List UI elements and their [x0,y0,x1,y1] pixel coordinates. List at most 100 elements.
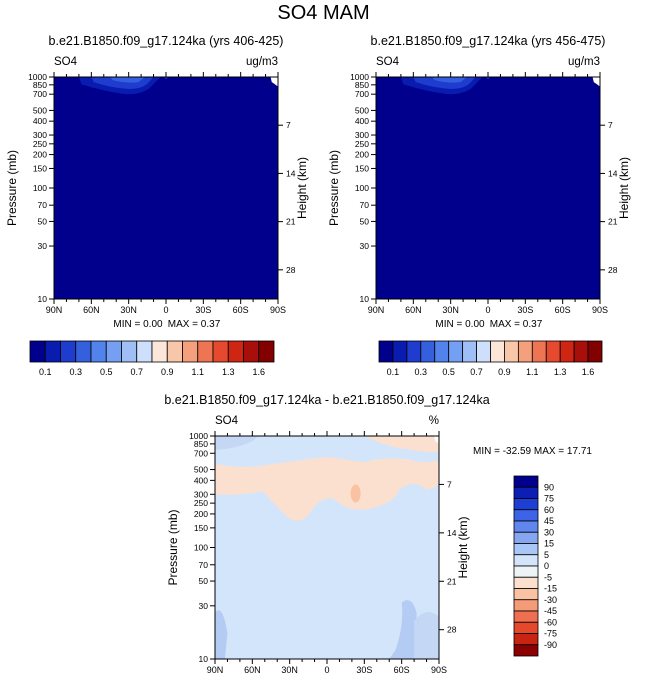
colorbar-swatch [166,340,183,363]
y-right-tick-label: 21 [447,576,457,586]
colorbar-swatch [545,340,561,363]
x-tick-label: 0 [485,305,490,315]
panel-variable-label: SO4 [54,56,78,68]
min-max-label: MIN = -32.59 MAX = 17.71 [473,446,592,457]
colorbar-label: -15 [544,584,557,594]
y-tick-label: 300 [33,130,47,140]
chart-panel-panel-left: b.e21.B1850.f09_g17.124ka (yrs 406-425) S… [5,34,309,330]
y-tick-label: 150 [33,163,47,173]
field-background [376,77,600,299]
y-tick-label: 700 [355,89,369,99]
x-tick-label: 60N [83,305,100,315]
colorbar-swatch [243,340,260,363]
colorbar-label: 1.1 [526,367,539,377]
y-tick-label: 1000 [189,431,208,441]
upper-negative-south [389,600,417,659]
x-tick-label: 30N [442,305,459,315]
y-right-tick-label: 21 [608,217,618,227]
y-tick-label: 70 [199,560,209,570]
upper-negative-edge [414,612,439,659]
colorbar-label: 1.3 [222,367,235,377]
colorbar-swatch [378,340,394,363]
colorbar-left: 0.1 0.3 0.5 0.7 0.9 1.1 1.3 1.6 [29,340,275,377]
y-tick-label: 700 [194,448,208,458]
y-tick-label: 70 [38,200,48,210]
lower-negative-north [215,436,259,450]
y-axis-title: Pressure (mb) [327,150,341,226]
y-right-tick-label: 7 [608,120,613,130]
colorbar-label: 0 [544,561,549,571]
colorbar-swatch [513,554,539,567]
plot-area [215,436,439,659]
colorbar-swatch [513,498,539,511]
y-tick-label: 700 [33,89,47,99]
x-tick-label: 90N [46,305,63,315]
x-tick-label: 90N [207,665,224,675]
x-tick-label: 30S [517,305,533,315]
colorbar-swatch [513,621,539,634]
terrain-mask [592,77,600,87]
positive-core [350,484,361,503]
colorbar-label: 0.3 [69,367,82,377]
x-tick-label: 90S [592,305,608,315]
colorbar-label: -5 [544,572,552,582]
colorbar-swatch [182,340,199,363]
colorbar-label: 0.5 [100,367,113,377]
colorbar-swatch [90,340,107,363]
colorbar-label: 5 [544,550,549,560]
x-tick-label: 90S [270,305,286,315]
colorbar-label: 0.1 [39,367,52,377]
y-right-tick-label: 7 [286,120,291,130]
y-tick-label: 500 [33,105,47,115]
y-tick-label: 1000 [350,72,369,82]
colorbar-label: -45 [544,606,557,616]
colorbar-label: 0.7 [130,367,143,377]
y-tick-label: 400 [33,116,47,126]
plot-area [54,77,278,299]
y-tick-label: 500 [355,105,369,115]
colorbar-swatch [513,633,539,646]
x-tick-label: 60S [555,305,571,315]
x-tick-label: 30S [356,665,372,675]
colorbar-swatch [513,576,539,589]
y-tick-label: 300 [194,489,208,499]
colorbar-swatch [513,610,539,623]
colorbar-label: -60 [544,617,557,627]
colorbar-label: -75 [544,629,557,639]
panel-variable-label: SO4 [376,56,400,68]
y-right-axis-title: Height (km) [617,157,631,219]
y-tick-label: 150 [355,163,369,173]
max-label: MAX = 0.37 [168,319,221,330]
y-tick-label: 50 [199,576,209,586]
x-tick-label: 60S [233,305,249,315]
colorbar-label: 30 [544,527,554,537]
colorbar-label: 45 [544,516,554,526]
chart-panel-panel-right: b.e21.B1850.f09_g17.124ka (yrs 456-475) S… [327,34,631,330]
lower-positive-south [364,436,439,453]
y-tick-label: 250 [33,139,47,149]
colorbar-swatch [448,340,464,363]
colorbar-swatch [44,340,61,363]
colorbar-swatch [513,543,539,556]
field-background [54,77,278,299]
x-tick-label: 60N [244,665,261,675]
colorbar-swatch [258,340,275,363]
colorbar-label: 60 [544,505,554,515]
colorbar-swatch [476,340,491,363]
colorbar-swatch [462,340,477,363]
chart-panel-panel-diff: b.e21.B1850.f09_g17.124ka - b.e21.B1850.… [164,393,592,675]
panel-units-label: ug/m3 [246,56,278,68]
panel-title: b.e21.B1850.f09_g17.124ka (yrs 456-475) [371,34,606,48]
y-tick-label: 400 [194,475,208,485]
colorbar-swatch [105,340,122,363]
colorbar-label: 0.3 [415,367,428,377]
colorbar-swatch [573,340,589,363]
colorbar-label: 1.6 [582,367,595,377]
x-tick-label: 0 [163,305,168,315]
colorbar-label: 0.9 [161,367,174,377]
y-right-axis-title: Height (km) [456,516,470,578]
y-tick-label: 70 [360,200,370,210]
y-tick-label: 100 [355,183,369,193]
